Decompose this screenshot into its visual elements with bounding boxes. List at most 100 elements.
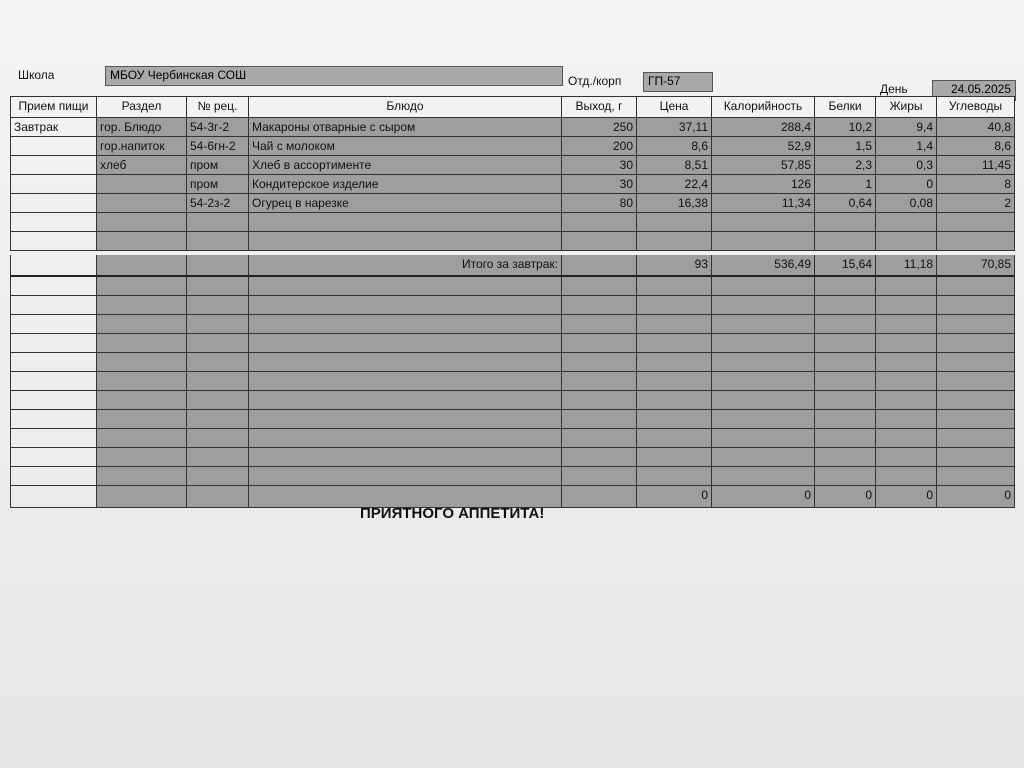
table-cell: 1 bbox=[815, 175, 876, 194]
table-cell: 22,4 bbox=[637, 175, 712, 194]
final-cell: 0 bbox=[815, 486, 876, 508]
empty-cell bbox=[97, 429, 187, 448]
empty-cell bbox=[97, 255, 187, 277]
table-cell: 1,4 bbox=[876, 137, 937, 156]
empty-cell bbox=[249, 467, 562, 486]
empty-cell bbox=[815, 467, 876, 486]
empty-cell bbox=[712, 391, 815, 410]
empty-cell bbox=[815, 372, 876, 391]
empty-cell bbox=[637, 429, 712, 448]
empty-cell bbox=[712, 277, 815, 296]
empty-cell bbox=[10, 429, 97, 448]
column-header: Раздел bbox=[97, 96, 187, 118]
empty-cell bbox=[10, 255, 97, 277]
table-cell: 0,08 bbox=[876, 194, 937, 213]
empty-cell bbox=[562, 448, 637, 467]
empty-cell bbox=[637, 232, 712, 251]
empty-cell bbox=[562, 296, 637, 315]
empty-cell bbox=[10, 232, 97, 251]
empty-cell bbox=[10, 410, 97, 429]
empty-cell bbox=[97, 467, 187, 486]
empty-cell bbox=[876, 334, 937, 353]
empty-cell bbox=[937, 391, 1015, 410]
empty-cell bbox=[187, 410, 249, 429]
table-cell: 30 bbox=[562, 156, 637, 175]
table-cell: 250 bbox=[562, 118, 637, 137]
empty-cell bbox=[10, 486, 97, 508]
empty-cell bbox=[187, 486, 249, 508]
empty-cell bbox=[97, 277, 187, 296]
table-cell: 200 bbox=[562, 137, 637, 156]
empty-cell bbox=[97, 334, 187, 353]
empty-cell bbox=[10, 194, 97, 213]
empty-cell bbox=[187, 315, 249, 334]
dept-label: Отд./корп bbox=[568, 74, 622, 88]
empty-cell bbox=[249, 353, 562, 372]
empty-cell bbox=[97, 353, 187, 372]
empty-cell bbox=[187, 448, 249, 467]
empty-cell bbox=[562, 255, 637, 277]
empty-cell bbox=[815, 391, 876, 410]
empty-cell bbox=[815, 448, 876, 467]
empty-cell bbox=[637, 277, 712, 296]
empty-cell bbox=[187, 277, 249, 296]
column-header: Калорийность bbox=[712, 96, 815, 118]
empty-cell bbox=[937, 448, 1015, 467]
empty-cell bbox=[937, 315, 1015, 334]
table-cell: 52,9 bbox=[712, 137, 815, 156]
empty-cell bbox=[712, 315, 815, 334]
total-cell: 536,49 bbox=[712, 255, 815, 277]
empty-cell bbox=[712, 334, 815, 353]
table-cell: Завтрак bbox=[10, 118, 97, 137]
empty-cell bbox=[10, 277, 97, 296]
column-header: Блюдо bbox=[249, 96, 562, 118]
empty-cell bbox=[876, 353, 937, 372]
empty-cell bbox=[10, 156, 97, 175]
table-cell: 54-3г-2 bbox=[187, 118, 249, 137]
column-header: Жиры bbox=[876, 96, 937, 118]
table-cell: 54-2з-2 bbox=[187, 194, 249, 213]
empty-cell bbox=[712, 232, 815, 251]
empty-cell bbox=[712, 448, 815, 467]
table-cell: 0,64 bbox=[815, 194, 876, 213]
empty-cell bbox=[249, 315, 562, 334]
empty-cell bbox=[637, 448, 712, 467]
empty-cell bbox=[815, 334, 876, 353]
table-cell: 288,4 bbox=[712, 118, 815, 137]
empty-cell bbox=[876, 429, 937, 448]
empty-cell bbox=[876, 448, 937, 467]
table-cell: 8,51 bbox=[637, 156, 712, 175]
empty-cell bbox=[97, 448, 187, 467]
empty-cell bbox=[187, 372, 249, 391]
empty-cell bbox=[937, 372, 1015, 391]
empty-cell bbox=[10, 372, 97, 391]
empty-cell bbox=[249, 232, 562, 251]
empty-cell bbox=[97, 296, 187, 315]
empty-cell bbox=[187, 391, 249, 410]
empty-cell bbox=[562, 429, 637, 448]
empty-cell bbox=[637, 296, 712, 315]
table-cell: 10,2 bbox=[815, 118, 876, 137]
final-cell: 0 bbox=[876, 486, 937, 508]
table-cell: 40,8 bbox=[937, 118, 1015, 137]
empty-cell bbox=[187, 429, 249, 448]
table-cell: Чай с молоком bbox=[249, 137, 562, 156]
empty-cell bbox=[97, 175, 187, 194]
empty-cell bbox=[10, 315, 97, 334]
table-cell: Макароны отварные с сыром bbox=[249, 118, 562, 137]
table-cell: хлеб bbox=[97, 156, 187, 175]
day-label: День bbox=[880, 82, 908, 96]
empty-cell bbox=[97, 194, 187, 213]
table-cell: гор.напиток bbox=[97, 137, 187, 156]
empty-cell bbox=[637, 334, 712, 353]
empty-cell bbox=[187, 296, 249, 315]
empty-cell bbox=[249, 429, 562, 448]
empty-cell bbox=[815, 232, 876, 251]
final-cell: 0 bbox=[937, 486, 1015, 508]
empty-cell bbox=[876, 296, 937, 315]
empty-cell bbox=[937, 429, 1015, 448]
column-header: Углеводы bbox=[937, 96, 1015, 118]
table-cell: 8,6 bbox=[937, 137, 1015, 156]
empty-cell bbox=[187, 255, 249, 277]
final-cell: 0 bbox=[637, 486, 712, 508]
